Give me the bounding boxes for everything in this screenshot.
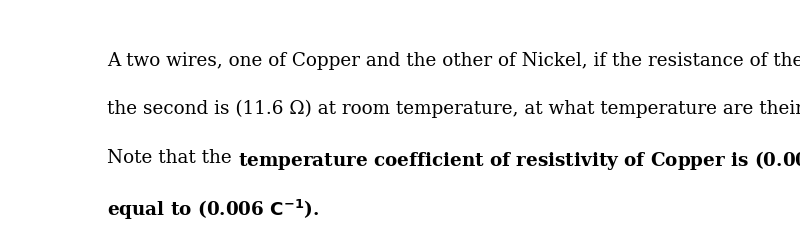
Text: Note that the: Note that the — [107, 149, 238, 167]
Text: temperature coefficient of resistivity of Copper is (0.0039 $\mathbf{C^{-1}}$), : temperature coefficient of resistivity o… — [238, 149, 800, 173]
Text: A two wires, one of Copper and the other of Nickel, if the resistance of the fir: A two wires, one of Copper and the other… — [107, 51, 800, 70]
Text: the second is (11.6 Ω) at room temperature, at what temperature are their resist: the second is (11.6 Ω) at room temperatu… — [107, 100, 800, 118]
Text: equal to (0.006 $\mathbf{C^{-1}}$).: equal to (0.006 $\mathbf{C^{-1}}$). — [107, 197, 320, 222]
